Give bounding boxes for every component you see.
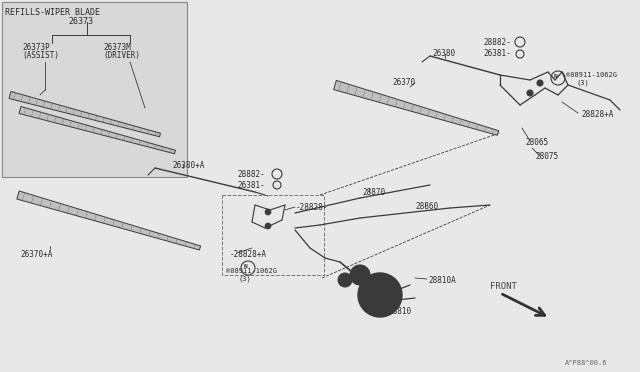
Circle shape <box>338 273 352 287</box>
Text: 28810: 28810 <box>388 307 411 316</box>
Text: 26380: 26380 <box>432 49 455 58</box>
Text: (3): (3) <box>577 80 589 87</box>
Text: (3): (3) <box>238 276 251 282</box>
Text: REFILLS-WIPER BLADE: REFILLS-WIPER BLADE <box>5 8 100 17</box>
Text: 26373: 26373 <box>68 17 93 26</box>
Text: 26381-: 26381- <box>483 49 511 58</box>
Text: 26370+A: 26370+A <box>20 250 52 259</box>
Text: A^P88^00.6: A^P88^00.6 <box>565 360 607 366</box>
Text: N: N <box>554 74 558 78</box>
Text: 26373M: 26373M <box>103 43 131 52</box>
Circle shape <box>265 209 271 215</box>
Text: ®08911-1062G: ®08911-1062G <box>226 268 277 274</box>
Polygon shape <box>9 92 161 137</box>
Circle shape <box>358 273 402 317</box>
Polygon shape <box>333 80 499 135</box>
Text: 26381-: 26381- <box>237 181 265 190</box>
Text: 26380+A: 26380+A <box>172 161 204 170</box>
Text: -28828-: -28828- <box>296 203 328 212</box>
Text: 28870: 28870 <box>362 188 385 197</box>
Text: 28810A: 28810A <box>428 276 456 285</box>
Text: (DRIVER): (DRIVER) <box>103 51 140 60</box>
Text: (ASSIST): (ASSIST) <box>22 51 59 60</box>
Text: N: N <box>244 263 248 269</box>
Circle shape <box>366 281 394 309</box>
Text: -28828+A: -28828+A <box>230 250 267 259</box>
Text: 28828+A: 28828+A <box>581 110 613 119</box>
Circle shape <box>537 80 543 86</box>
Text: 28882-: 28882- <box>483 38 511 47</box>
Text: 28065: 28065 <box>525 138 548 147</box>
Polygon shape <box>17 191 200 250</box>
Polygon shape <box>19 106 175 154</box>
Bar <box>2 2 187 177</box>
Text: 26370: 26370 <box>392 78 415 87</box>
Text: 28075: 28075 <box>535 152 558 161</box>
Circle shape <box>527 90 533 96</box>
Text: FRONT: FRONT <box>490 282 517 291</box>
Text: 28860: 28860 <box>415 202 438 211</box>
Circle shape <box>350 265 370 285</box>
Circle shape <box>355 270 365 280</box>
Circle shape <box>373 288 387 302</box>
Text: 28882-: 28882- <box>237 170 265 179</box>
Circle shape <box>265 223 271 229</box>
Bar <box>222 195 324 275</box>
Text: 26373P: 26373P <box>22 43 50 52</box>
Text: ®08911-1062G: ®08911-1062G <box>566 72 617 78</box>
